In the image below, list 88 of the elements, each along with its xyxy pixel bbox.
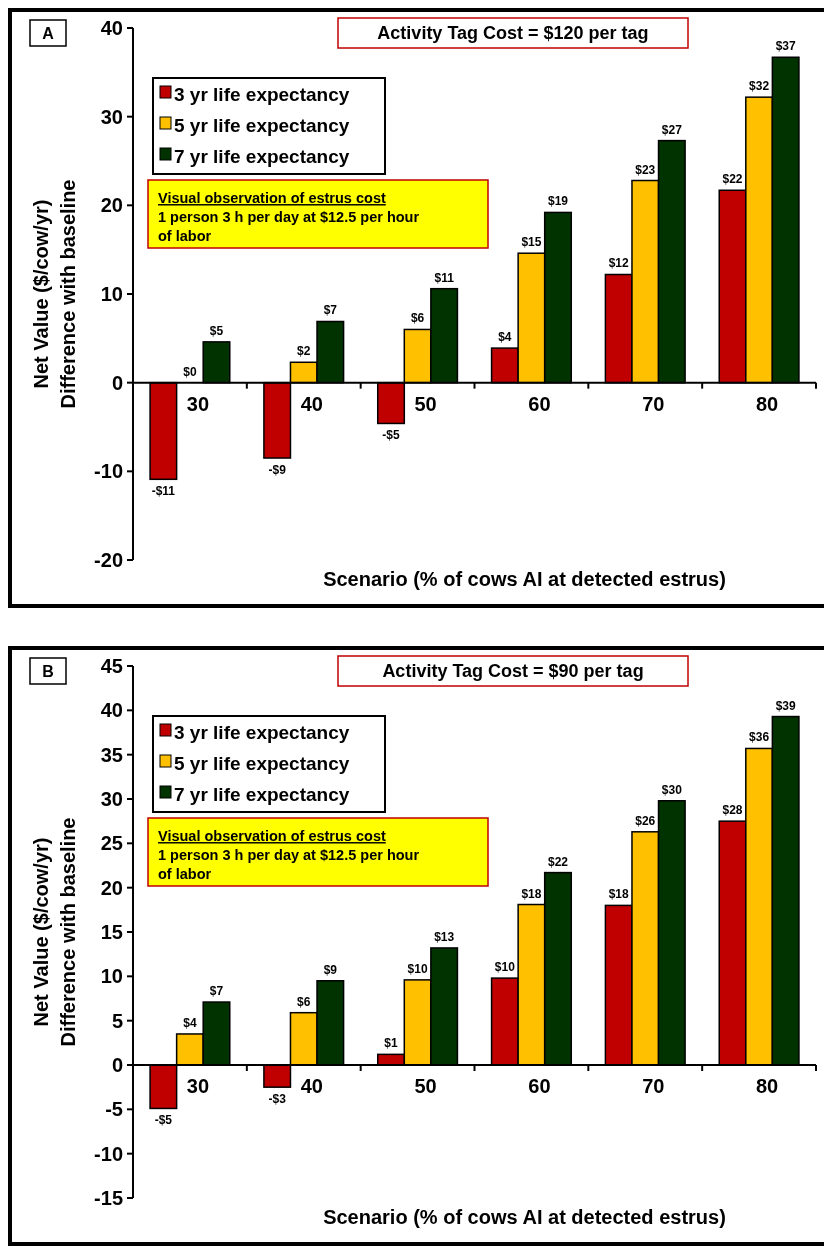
data-label: -$9: [268, 463, 287, 478]
x-tick-label: 70: [642, 392, 665, 415]
data-label: $23: [635, 162, 656, 177]
x-tick-label: 60: [528, 1075, 551, 1097]
x-axis-title: Scenario (% of cows AI at detected estrus): [323, 1206, 726, 1228]
y-tick-label: 15: [100, 921, 123, 943]
data-label: $36: [749, 730, 770, 745]
data-label: $39: [775, 698, 796, 713]
data-label: $7: [209, 984, 224, 999]
title-box: Activity Tag Cost = $90 per tag: [337, 655, 689, 687]
data-label: $28: [722, 803, 743, 818]
y-tick-label: -20: [94, 549, 123, 571]
y-tick-label: 30: [100, 788, 123, 810]
data-label: $4: [183, 1015, 197, 1030]
y-axis-title: Net Value ($/cow/yr) Difference with baseline: [30, 817, 79, 1047]
y-tick-label: 40: [100, 17, 123, 39]
legend-label: 5 yr life expectancy: [174, 114, 350, 136]
chart-title: Activity Tag Cost = $90 per tag: [382, 661, 644, 682]
legend-label: 3 yr life expectancy: [174, 721, 350, 743]
y-tick-label: 45: [100, 655, 123, 677]
x-axis-title: Scenario (% of cows AI at detected estrus): [323, 568, 726, 590]
x-tick-label: 60: [528, 392, 551, 415]
data-label: $7: [323, 303, 338, 318]
y-axis-title: Net Value ($/cow/yr) Difference with baseline: [30, 179, 79, 409]
data-label: $12: [608, 256, 630, 271]
data-label: $30: [661, 782, 683, 797]
data-label: $18: [521, 886, 542, 901]
y-tick-label: 0: [111, 1054, 123, 1076]
data-label: $22: [722, 172, 743, 187]
data-label: $26: [635, 813, 656, 828]
data-label: $22: [547, 854, 569, 869]
data-label: $1: [384, 1036, 399, 1051]
y-tick-label: 30: [100, 105, 123, 128]
x-tick-label: 70: [642, 1075, 665, 1097]
data-label: $11: [434, 270, 455, 285]
data-label: $13: [434, 929, 455, 944]
x-tick-label: 30: [186, 392, 210, 415]
legend-label: 7 yr life expectancy: [174, 783, 350, 805]
x-tick-label: 80: [755, 1075, 779, 1097]
chart-title: Activity Tag Cost = $120 per tag: [377, 23, 649, 44]
data-label: -$5: [154, 1113, 173, 1128]
x-tick-label: 30: [186, 1075, 210, 1097]
note-box: Visual observation of estrus cost 1 person 3 h per day at $12.5 per hour of labor: [147, 817, 489, 887]
data-label: $10: [407, 961, 428, 976]
panel-letter-box: A: [29, 19, 67, 47]
y-tick-label: 10: [100, 283, 123, 305]
y-tick-label: 40: [100, 699, 123, 722]
panel-letter-box: B: [29, 657, 67, 685]
annotation: Visual observation of estrus cost 1 person 3 h per day at $12.5 per hour of labor: [158, 828, 420, 883]
legend-label: 7 yr life expectancy: [174, 145, 350, 167]
y-tick-label: -15: [94, 1187, 123, 1209]
data-label: $27: [661, 122, 683, 137]
data-label: $32: [749, 79, 770, 94]
title-box: Activity Tag Cost = $120 per tag: [337, 17, 689, 49]
annotation: Visual observation of estrus cost 1 person 3 h per day at $12.5 per hour of labor: [158, 190, 420, 245]
data-label: $19: [547, 194, 569, 209]
data-label: $10: [494, 960, 516, 975]
y-tick-label: 20: [100, 876, 123, 899]
data-label: -$5: [382, 428, 401, 443]
y-tick-label: 20: [100, 194, 123, 217]
x-tick-label: 40: [300, 1075, 323, 1097]
legend-label: 3 yr life expectancy: [174, 83, 350, 105]
data-label: -$11: [151, 484, 176, 499]
y-tick-label: 10: [100, 965, 123, 988]
x-tick-label: 50: [414, 392, 437, 415]
data-label: $5: [209, 323, 224, 338]
y-tick-label: -10: [94, 1142, 123, 1165]
data-label: $6: [410, 311, 425, 326]
data-label: $37: [775, 39, 796, 54]
legend-label: 5 yr life expectancy: [174, 752, 350, 774]
y-tick-label: 5: [111, 1009, 123, 1032]
x-tick-label: 80: [755, 392, 779, 415]
y-tick-label: -10: [94, 460, 123, 483]
x-tick-label: 40: [300, 392, 323, 415]
data-label: $0: [183, 364, 197, 379]
data-label: -$3: [268, 1092, 287, 1107]
x-tick-label: 50: [414, 1075, 437, 1097]
data-label: $4: [498, 330, 512, 345]
data-label: $15: [521, 235, 542, 250]
data-label: $18: [608, 887, 630, 902]
y-tick-label: 0: [111, 371, 123, 394]
data-label: $9: [323, 962, 338, 977]
y-tick-label: 25: [100, 832, 123, 855]
data-label: $2: [297, 344, 311, 359]
y-tick-label: -5: [105, 1098, 123, 1121]
data-label: $6: [297, 994, 311, 1009]
note-box: Visual observation of estrus cost 1 person 3 h per day at $12.5 per hour of labor: [147, 179, 489, 249]
y-tick-label: 35: [100, 743, 123, 766]
